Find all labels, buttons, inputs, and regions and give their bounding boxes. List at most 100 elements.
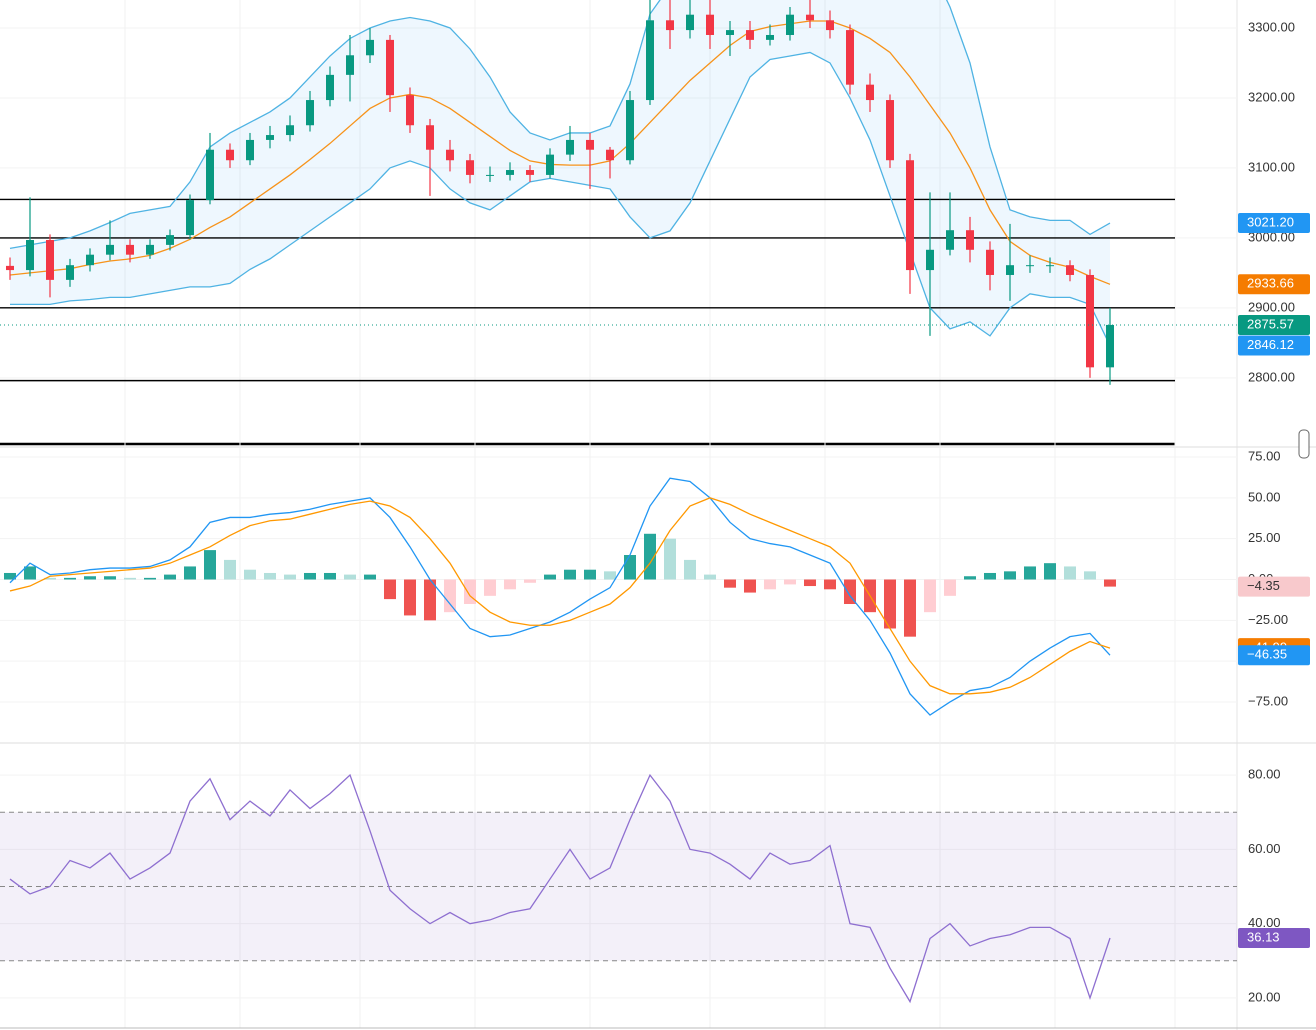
histogram-bar <box>24 566 36 580</box>
candle-body <box>826 20 834 31</box>
candle-body <box>66 265 74 280</box>
candle-body <box>866 84 874 101</box>
price-badge-label: 36.13 <box>1247 929 1280 944</box>
histogram-bar <box>264 572 276 580</box>
candle-body <box>246 139 254 161</box>
band-line <box>10 51 1111 346</box>
candle-body <box>166 235 174 245</box>
candle-body <box>346 55 354 75</box>
candle-body <box>206 149 214 201</box>
candle-body <box>46 239 54 280</box>
histogram-bar <box>664 538 676 580</box>
candle-body <box>486 174 494 176</box>
histogram-bar <box>364 574 376 580</box>
candle-body <box>266 135 274 140</box>
price-badge-label: 3021.20 <box>1247 214 1294 229</box>
y-tick-label: 3000.00 <box>1248 229 1295 244</box>
histogram-bar <box>704 574 716 580</box>
histogram-bar <box>904 579 916 637</box>
band-fill <box>10 0 1110 346</box>
histogram-bar <box>404 579 416 616</box>
band-line <box>9 0 1111 250</box>
histogram-bar <box>964 576 976 580</box>
price-badge <box>1238 576 1310 597</box>
histogram-bar <box>324 572 336 580</box>
histogram-bar <box>784 579 796 585</box>
histogram-bar <box>944 579 956 596</box>
candle-body <box>146 244 154 255</box>
price-badge <box>1238 335 1310 356</box>
candle-body <box>6 265 14 271</box>
candle-body <box>426 125 434 150</box>
histogram-bar <box>1064 566 1076 580</box>
histogram-bar <box>1024 566 1036 580</box>
candle-body <box>186 200 194 236</box>
histogram-bar <box>164 574 176 580</box>
candle-body <box>566 139 574 155</box>
candle-body <box>986 249 994 275</box>
candle-body <box>586 139 594 150</box>
candle-body <box>446 149 454 161</box>
y-tick-label: −25.00 <box>1248 612 1288 627</box>
histogram-bar <box>64 577 76 580</box>
histogram-bar <box>624 555 636 580</box>
y-tick-label: 75.00 <box>1248 448 1281 463</box>
candle-body <box>646 20 654 101</box>
price-badge-label: 2933.66 <box>1247 276 1294 291</box>
candle-body <box>86 254 94 266</box>
candle-body <box>606 149 614 161</box>
price-badge <box>1238 314 1310 335</box>
y-tick-label: 3300.00 <box>1248 19 1295 34</box>
histogram-bar <box>384 579 396 600</box>
candle-body <box>686 14 694 31</box>
histogram-bar <box>684 559 696 580</box>
histogram-bar <box>544 574 556 580</box>
y-tick-label: 2900.00 <box>1248 299 1295 314</box>
collapse-button[interactable] <box>1298 429 1310 459</box>
y-tick-label: 40.00 <box>1248 915 1281 930</box>
histogram-bar <box>44 577 56 580</box>
candle-body <box>506 170 514 175</box>
histogram-bar <box>424 579 436 621</box>
histogram-bar <box>984 572 996 580</box>
macd-line <box>9 497 1111 695</box>
candle-body <box>706 14 714 35</box>
histogram-bar <box>804 579 816 587</box>
price-badge-label: 2875.57 <box>1247 316 1294 331</box>
rsi-band <box>0 812 1237 961</box>
histogram-bar <box>304 572 316 580</box>
candle-body <box>406 95 414 126</box>
candle-body <box>626 100 634 161</box>
histogram-bar <box>284 574 296 580</box>
histogram-bar <box>484 579 496 596</box>
candle-body <box>466 160 474 175</box>
histogram-bar <box>104 576 116 580</box>
y-tick-label: 80.00 <box>1248 767 1281 782</box>
histogram-bar <box>524 579 536 583</box>
histogram-bar <box>344 574 356 580</box>
price-badge-label: −46.35 <box>1247 647 1287 662</box>
histogram-bar <box>444 579 456 613</box>
candle-body <box>1066 265 1074 275</box>
band-line <box>9 20 1111 285</box>
histogram-bar <box>504 579 516 590</box>
price-badge <box>1238 928 1310 949</box>
histogram-bar <box>844 579 856 605</box>
candle-body <box>946 230 954 250</box>
candle-body <box>1086 274 1094 368</box>
histogram-bar <box>224 559 236 580</box>
candle-body <box>1026 265 1034 267</box>
histogram-bar <box>644 533 656 580</box>
y-tick-label: 2800.00 <box>1248 369 1295 384</box>
candle-body <box>666 20 674 31</box>
candle-body <box>1006 265 1014 275</box>
histogram-bar <box>824 579 836 590</box>
candle-body <box>1046 265 1054 267</box>
y-tick-label: 20.00 <box>1248 989 1281 1004</box>
y-tick-label: 3100.00 <box>1248 159 1295 174</box>
candle-body <box>306 100 314 126</box>
candle-body <box>326 74 334 101</box>
price-badge <box>1238 645 1310 666</box>
histogram-bar <box>1004 571 1016 580</box>
